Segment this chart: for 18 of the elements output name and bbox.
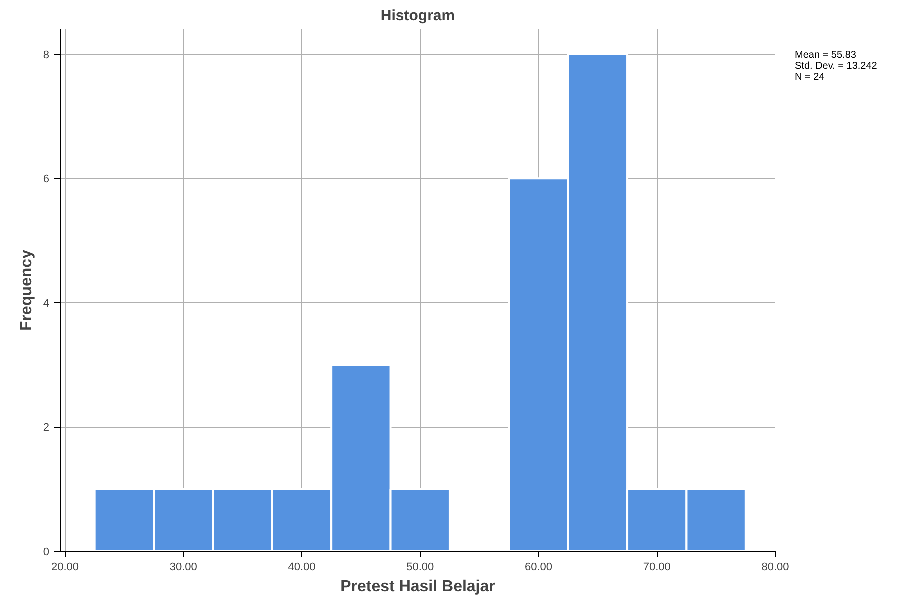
chart-title: Histogram — [380, 8, 456, 24]
x-tick-label: 40.00 — [288, 562, 316, 574]
x-tick-label: 70.00 — [643, 562, 671, 574]
text: Mean = 55.83 — [795, 50, 856, 61]
text: Std. Dev. = 13.242 — [795, 61, 878, 72]
x-tick-label: 30.00 — [170, 562, 198, 574]
y-tick-label: 4 — [43, 298, 50, 310]
x-tick-label: 60.00 — [524, 562, 553, 574]
y-tick-label: 2 — [43, 422, 50, 434]
x-tick-label: 20.00 — [51, 562, 80, 574]
x-tick-label: 50.00 — [406, 562, 434, 574]
y-tick-label: 6 — [43, 174, 50, 186]
x-axis-title: Pretest Hasil Belajar — [340, 578, 496, 596]
y-tick-label: 8 — [43, 49, 50, 62]
y-tick-label: 0 — [43, 546, 50, 558]
text: N = 24 — [795, 72, 825, 83]
x-tick-label: 80.00 — [762, 562, 790, 574]
y-axis-title: Frequency — [18, 250, 36, 331]
